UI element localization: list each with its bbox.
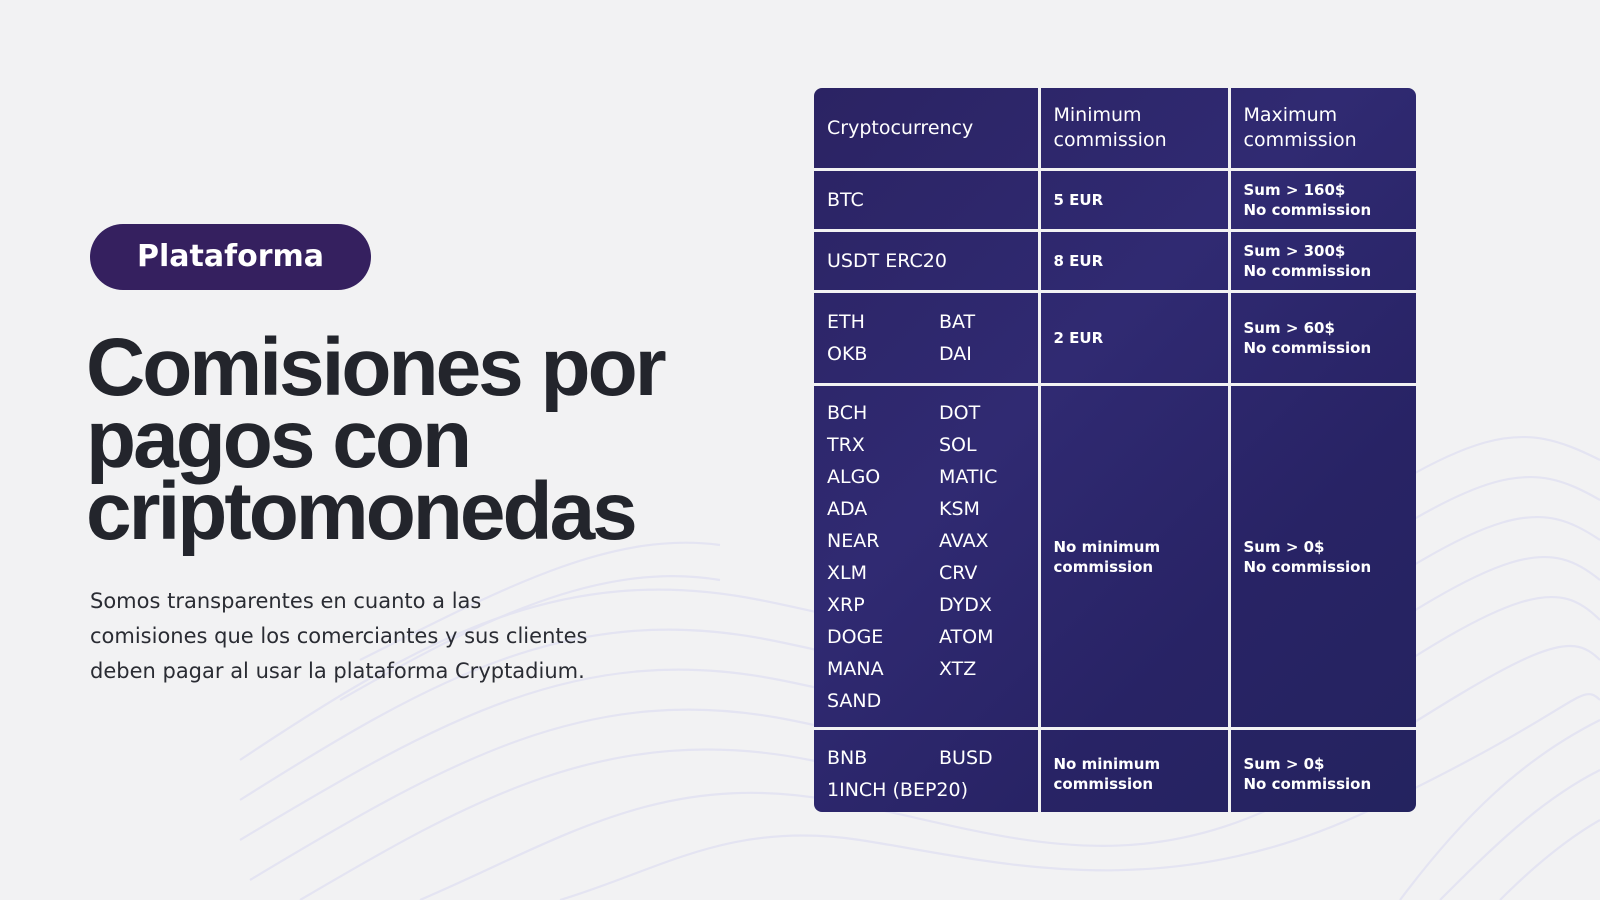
coin-name: ALGO [827,465,881,488]
coin-name: DOGE [827,625,884,648]
header-maximum-commission: Maximum commission [1227,88,1416,171]
coin-name: BUSD [939,747,993,769]
coin-name: BAT [939,311,976,333]
min-commission-cell: No minimum commission [1037,383,1231,730]
commission-table: Cryptocurrency Minimum commission Maximu… [814,88,1416,812]
table-row: BTC 5 EUR Sum > 160$ No commission [814,168,1416,232]
description-line-2: comisiones que los comerciantes y sus cl… [90,624,588,648]
coin-name: BNB [827,747,868,769]
coin-name: ADA [827,497,868,520]
coin-name: ATOM [939,625,994,648]
coin-name: USDT ERC20 [827,250,947,272]
max-commission-cell: Sum > 60$ No commission [1227,290,1416,386]
max-commission-cell: Sum > 300$ No commission [1227,229,1416,293]
min-commission-cell: No minimum commission [1037,727,1231,812]
coin-name: MATIC [939,465,998,488]
title-line-3: criptomonedas [86,466,638,557]
section-badge: Plataforma [90,224,371,290]
coin-name: SOL [939,433,977,456]
coin-name: MANA [827,657,884,680]
table-row: BCH DOT TRX SOL ALGO MATIC ADA KSM NEAR … [814,383,1416,730]
coin-name: BTC [827,189,864,211]
crypto-cell: USDT ERC20 [814,229,1041,293]
description-text: Somos transparentes en cuanto a las comi… [90,584,690,689]
header-minimum-commission: Minimum commission [1037,88,1231,171]
title-line-2: pagos con [86,394,472,485]
header-cryptocurrency: Cryptocurrency [814,88,1041,171]
coin-name: KSM [939,497,980,520]
min-commission-cell: 8 EUR [1037,229,1231,293]
table-row: BNB BUSD 1INCH (BEP20) No minimum commis… [814,727,1416,812]
coin-name: DAI [939,343,972,365]
max-commission-cell: Sum > 0$ No commission [1227,383,1416,730]
coin-name: NEAR [827,529,880,552]
description-line-3: deben pagar al usar la plataforma Crypta… [90,659,585,683]
coin-name: ETH [827,311,865,333]
coin-name: OKB [827,343,868,365]
table-row: USDT ERC20 8 EUR Sum > 300$ No commissio… [814,229,1416,293]
table-header-row: Cryptocurrency Minimum commission Maximu… [814,88,1416,171]
coin-name: XRP [827,593,865,616]
min-commission-cell: 2 EUR [1037,290,1231,386]
max-commission-cell: Sum > 0$ No commission [1227,727,1416,812]
table-row: ETH BAT OKB DAI 2 EUR Sum > 60$ No commi… [814,290,1416,386]
coin-name: SAND [827,689,882,712]
description-line-1: Somos transparentes en cuanto a las [90,589,482,613]
crypto-cell: ETH BAT OKB DAI [814,290,1041,386]
coin-name: XTZ [939,657,977,680]
coin-name: DOT [939,401,981,424]
min-commission-cell: 5 EUR [1037,168,1231,232]
coin-name: CRV [939,561,978,584]
crypto-cell: BNB BUSD 1INCH (BEP20) [814,727,1041,812]
crypto-cell: BTC [814,168,1041,232]
coin-name: DYDX [939,593,992,616]
crypto-cell: BCH DOT TRX SOL ALGO MATIC ADA KSM NEAR … [814,383,1041,730]
coin-name: 1INCH (BEP20) [827,779,968,801]
coin-name: BCH [827,401,868,424]
coin-name: TRX [827,433,865,456]
commission-table-card: Cryptocurrency Minimum commission Maximu… [814,88,1416,812]
coin-name: AVAX [939,529,989,552]
coin-name: XLM [827,561,867,584]
max-commission-cell: Sum > 160$ No commission [1227,168,1416,232]
page-title: Comisiones por pagos con criptomonedas [86,327,726,553]
title-line-1: Comisiones por [86,322,667,413]
